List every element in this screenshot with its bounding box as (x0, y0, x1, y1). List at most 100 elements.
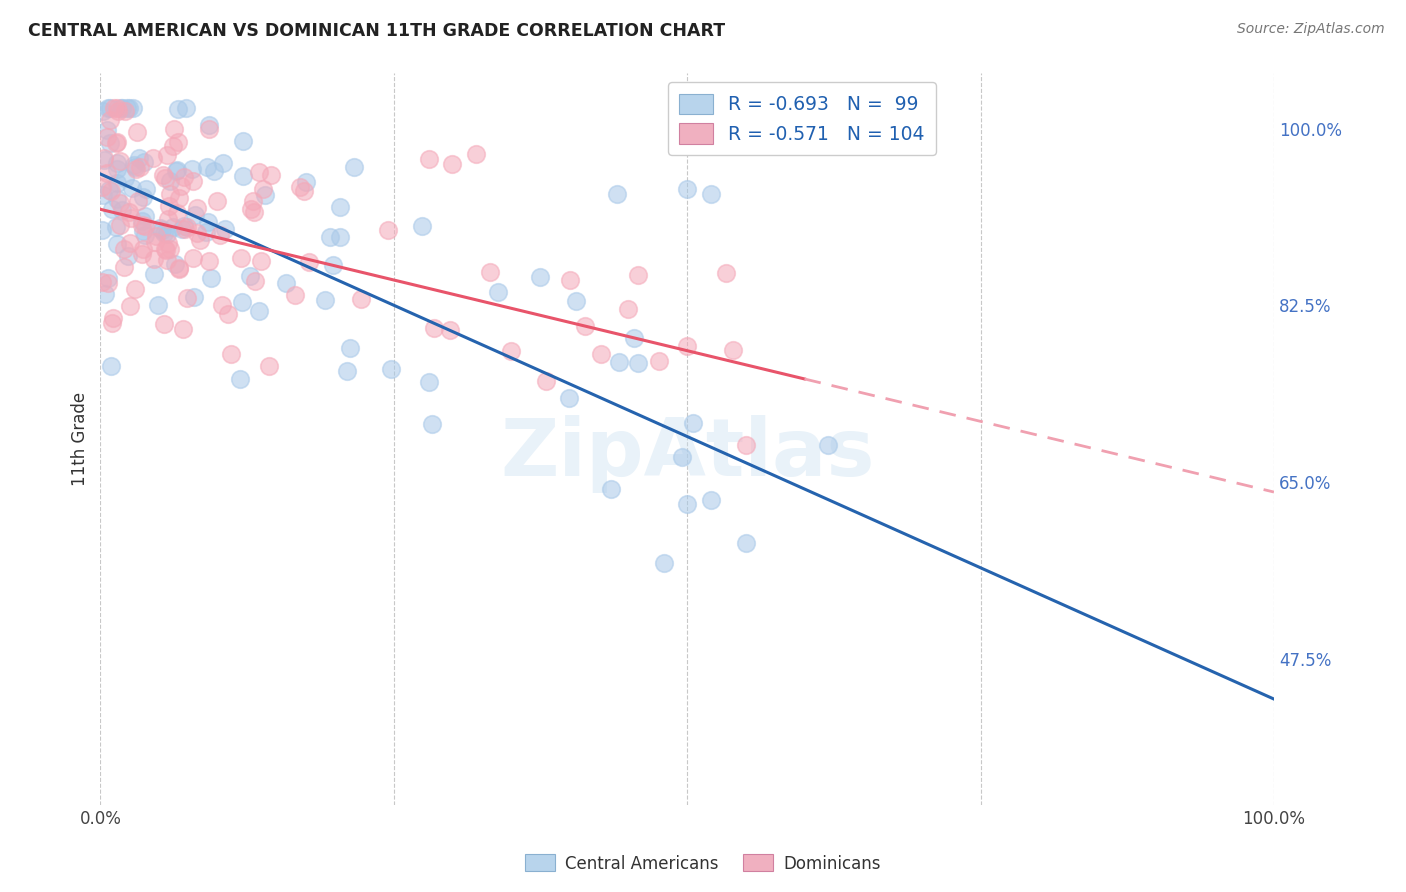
Point (128, 160, 150, 174)
Point (156, 252, 179, 267)
Point (181, 174, 204, 188)
Point (229, 252, 252, 266)
Point (173, 219, 195, 234)
Point (125, 162, 148, 177)
Point (132, 242, 155, 256)
Point (623, 331, 645, 345)
Point (145, 228, 167, 243)
Point (422, 320, 444, 334)
Point (181, 162, 204, 177)
Point (441, 157, 464, 171)
Point (96, 130, 118, 145)
Point (188, 233, 211, 247)
Point (167, 190, 190, 204)
Point (134, 154, 156, 169)
Point (198, 122, 221, 136)
Point (652, 556, 675, 570)
Point (155, 243, 177, 257)
Point (112, 243, 135, 257)
Point (197, 254, 219, 268)
Point (194, 226, 217, 240)
Point (290, 180, 312, 194)
Point (186, 226, 208, 240)
Point (110, 101, 132, 115)
Point (107, 136, 129, 150)
Point (112, 260, 135, 274)
Legend: Central Americans, Dominicans: Central Americans, Dominicans (519, 847, 887, 880)
Point (134, 219, 156, 233)
Point (122, 158, 145, 172)
Point (117, 249, 139, 263)
Point (501, 343, 523, 358)
Point (627, 356, 650, 370)
Point (558, 391, 581, 405)
Point (276, 276, 298, 290)
Point (172, 321, 194, 335)
Point (574, 319, 596, 334)
Point (93, 151, 115, 165)
Point (98, 183, 121, 197)
Point (111, 202, 134, 217)
Point (159, 242, 181, 256)
Point (118, 101, 141, 115)
Point (329, 201, 352, 215)
Point (105, 161, 128, 176)
Point (98, 101, 121, 115)
Point (205, 194, 228, 209)
Point (170, 179, 193, 194)
Point (676, 497, 699, 511)
Point (183, 251, 205, 265)
Point (153, 226, 176, 240)
Point (135, 182, 157, 196)
Point (200, 271, 222, 285)
Point (336, 364, 359, 378)
Point (536, 374, 558, 388)
Point (350, 292, 373, 306)
Point (339, 342, 361, 356)
Point (217, 307, 239, 321)
Point (606, 187, 628, 202)
Point (209, 227, 232, 242)
Point (96, 122, 118, 136)
Point (108, 195, 131, 210)
Point (156, 211, 179, 226)
Point (143, 235, 166, 249)
Point (250, 254, 273, 268)
Point (115, 101, 138, 115)
Point (105, 192, 128, 206)
Legend: R = -0.693   N =  99, R = -0.571   N = 104: R = -0.693 N = 99, R = -0.571 N = 104 (668, 82, 936, 155)
Point (132, 224, 155, 238)
Point (93, 153, 115, 168)
Point (159, 186, 181, 201)
Point (97, 276, 120, 290)
Point (239, 268, 262, 283)
Point (591, 347, 613, 361)
Point (157, 199, 180, 213)
Point (292, 185, 315, 199)
Point (142, 151, 165, 165)
Point (105, 236, 128, 251)
Point (120, 211, 142, 225)
Point (91, 104, 114, 119)
Point (195, 160, 218, 174)
Point (100, 359, 122, 374)
Point (98, 136, 121, 150)
Point (90, 180, 112, 194)
Point (682, 416, 704, 430)
Point (186, 201, 208, 215)
Text: ZipAtlas: ZipAtlas (501, 415, 875, 492)
Point (150, 223, 173, 237)
Point (98, 112, 121, 127)
Point (242, 194, 264, 209)
Point (155, 243, 177, 257)
Point (198, 118, 221, 132)
Point (165, 163, 187, 178)
Point (174, 101, 197, 115)
Point (817, 438, 839, 452)
Point (721, 343, 744, 358)
Point (125, 125, 148, 139)
Point (124, 161, 146, 175)
Point (143, 252, 166, 267)
Point (153, 318, 176, 332)
Point (134, 209, 156, 223)
